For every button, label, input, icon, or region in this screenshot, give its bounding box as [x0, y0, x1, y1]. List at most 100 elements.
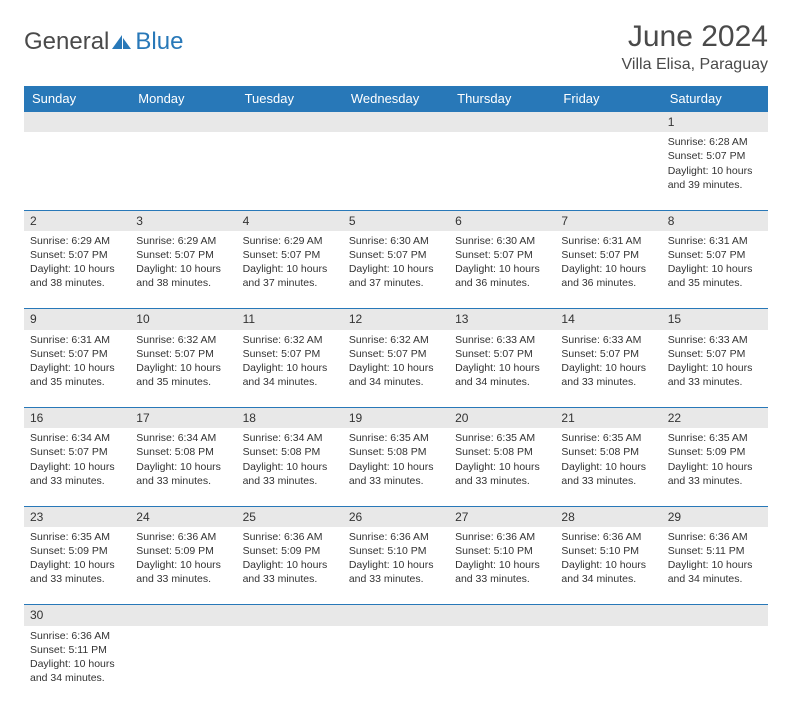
header: General Blue June 2024 Villa Elisa, Para…: [24, 20, 768, 74]
day-cell: Sunrise: 6:35 AMSunset: 5:09 PMDaylight:…: [24, 527, 130, 605]
day-content: Sunrise: 6:29 AMSunset: 5:07 PMDaylight:…: [130, 231, 236, 296]
day-number-cell: 5: [343, 210, 449, 231]
day-number-row: 1: [24, 112, 768, 133]
day-content: Sunrise: 6:36 AMSunset: 5:10 PMDaylight:…: [343, 527, 449, 592]
sunrise-line: Sunrise: 6:32 AM: [136, 333, 230, 347]
day-content: Sunrise: 6:35 AMSunset: 5:09 PMDaylight:…: [662, 428, 768, 493]
sunset-line: Sunset: 5:08 PM: [455, 445, 549, 459]
daylight-line: Daylight: 10 hours and 37 minutes.: [349, 262, 443, 290]
daylight-line: Daylight: 10 hours and 37 minutes.: [243, 262, 337, 290]
sunset-line: Sunset: 5:09 PM: [30, 544, 124, 558]
day-number-cell: 22: [662, 408, 768, 429]
sunrise-line: Sunrise: 6:35 AM: [668, 431, 762, 445]
day-cell: Sunrise: 6:33 AMSunset: 5:07 PMDaylight:…: [662, 330, 768, 408]
day-number-cell: [449, 605, 555, 626]
day-cell: Sunrise: 6:36 AMSunset: 5:11 PMDaylight:…: [662, 527, 768, 605]
day-number-cell: 12: [343, 309, 449, 330]
day-content: Sunrise: 6:31 AMSunset: 5:07 PMDaylight:…: [662, 231, 768, 296]
day-cell: [449, 132, 555, 210]
day-content-row: Sunrise: 6:29 AMSunset: 5:07 PMDaylight:…: [24, 231, 768, 309]
day-content: Sunrise: 6:36 AMSunset: 5:10 PMDaylight:…: [449, 527, 555, 592]
sunrise-line: Sunrise: 6:36 AM: [243, 530, 337, 544]
day-content: Sunrise: 6:35 AMSunset: 5:09 PMDaylight:…: [24, 527, 130, 592]
day-number-cell: 23: [24, 506, 130, 527]
daylight-line: Daylight: 10 hours and 33 minutes.: [243, 460, 337, 488]
day-cell: Sunrise: 6:32 AMSunset: 5:07 PMDaylight:…: [343, 330, 449, 408]
day-content: Sunrise: 6:28 AMSunset: 5:07 PMDaylight:…: [662, 132, 768, 197]
day-content: Sunrise: 6:34 AMSunset: 5:07 PMDaylight:…: [24, 428, 130, 493]
sunrise-line: Sunrise: 6:29 AM: [243, 234, 337, 248]
day-number-cell: [24, 112, 130, 133]
sunrise-line: Sunrise: 6:35 AM: [349, 431, 443, 445]
day-cell: Sunrise: 6:31 AMSunset: 5:07 PMDaylight:…: [662, 231, 768, 309]
day-content: Sunrise: 6:36 AMSunset: 5:11 PMDaylight:…: [662, 527, 768, 592]
daylight-line: Daylight: 10 hours and 33 minutes.: [561, 460, 655, 488]
sunset-line: Sunset: 5:10 PM: [561, 544, 655, 558]
weekday-header-row: SundayMondayTuesdayWednesdayThursdayFrid…: [24, 86, 768, 112]
day-cell: Sunrise: 6:29 AMSunset: 5:07 PMDaylight:…: [130, 231, 236, 309]
daylight-line: Daylight: 10 hours and 38 minutes.: [136, 262, 230, 290]
day-cell: Sunrise: 6:32 AMSunset: 5:07 PMDaylight:…: [130, 330, 236, 408]
month-title: June 2024: [622, 20, 768, 54]
sunset-line: Sunset: 5:07 PM: [561, 347, 655, 361]
day-cell: Sunrise: 6:32 AMSunset: 5:07 PMDaylight:…: [237, 330, 343, 408]
day-content-row: Sunrise: 6:34 AMSunset: 5:07 PMDaylight:…: [24, 428, 768, 506]
day-cell: [130, 132, 236, 210]
day-number-cell: 29: [662, 506, 768, 527]
weekday-header: Monday: [130, 86, 236, 112]
day-cell: Sunrise: 6:36 AMSunset: 5:10 PMDaylight:…: [449, 527, 555, 605]
day-cell: Sunrise: 6:34 AMSunset: 5:08 PMDaylight:…: [237, 428, 343, 506]
day-cell: Sunrise: 6:36 AMSunset: 5:10 PMDaylight:…: [343, 527, 449, 605]
sunrise-line: Sunrise: 6:36 AM: [561, 530, 655, 544]
day-content-row: Sunrise: 6:36 AMSunset: 5:11 PMDaylight:…: [24, 626, 768, 704]
day-content: Sunrise: 6:29 AMSunset: 5:07 PMDaylight:…: [237, 231, 343, 296]
sunrise-line: Sunrise: 6:28 AM: [668, 135, 762, 149]
day-number-cell: 21: [555, 408, 661, 429]
daylight-line: Daylight: 10 hours and 34 minutes.: [349, 361, 443, 389]
weekday-header: Saturday: [662, 86, 768, 112]
sunrise-line: Sunrise: 6:29 AM: [136, 234, 230, 248]
sunrise-line: Sunrise: 6:34 AM: [30, 431, 124, 445]
day-content: Sunrise: 6:34 AMSunset: 5:08 PMDaylight:…: [237, 428, 343, 493]
day-cell: [449, 626, 555, 704]
sunrise-line: Sunrise: 6:30 AM: [349, 234, 443, 248]
sunrise-line: Sunrise: 6:32 AM: [243, 333, 337, 347]
day-cell: Sunrise: 6:29 AMSunset: 5:07 PMDaylight:…: [24, 231, 130, 309]
day-content: Sunrise: 6:35 AMSunset: 5:08 PMDaylight:…: [449, 428, 555, 493]
day-number-cell: 17: [130, 408, 236, 429]
day-number-cell: 28: [555, 506, 661, 527]
sunrise-line: Sunrise: 6:34 AM: [136, 431, 230, 445]
day-content: Sunrise: 6:33 AMSunset: 5:07 PMDaylight:…: [555, 330, 661, 395]
sunset-line: Sunset: 5:11 PM: [30, 643, 124, 657]
day-number-cell: 24: [130, 506, 236, 527]
day-number-cell: 30: [24, 605, 130, 626]
day-content: Sunrise: 6:32 AMSunset: 5:07 PMDaylight:…: [237, 330, 343, 395]
weekday-header: Thursday: [449, 86, 555, 112]
day-number-row: 9101112131415: [24, 309, 768, 330]
sunrise-line: Sunrise: 6:36 AM: [668, 530, 762, 544]
day-content: Sunrise: 6:36 AMSunset: 5:10 PMDaylight:…: [555, 527, 661, 592]
day-number-cell: 10: [130, 309, 236, 330]
day-number-cell: [130, 605, 236, 626]
day-cell: Sunrise: 6:35 AMSunset: 5:08 PMDaylight:…: [449, 428, 555, 506]
day-number-cell: 20: [449, 408, 555, 429]
day-cell: Sunrise: 6:36 AMSunset: 5:09 PMDaylight:…: [237, 527, 343, 605]
day-cell: Sunrise: 6:33 AMSunset: 5:07 PMDaylight:…: [449, 330, 555, 408]
day-number-row: 2345678: [24, 210, 768, 231]
sunrise-line: Sunrise: 6:33 AM: [455, 333, 549, 347]
day-number-cell: [237, 112, 343, 133]
sunrise-line: Sunrise: 6:35 AM: [455, 431, 549, 445]
day-cell: Sunrise: 6:30 AMSunset: 5:07 PMDaylight:…: [449, 231, 555, 309]
day-cell: [24, 132, 130, 210]
day-number-cell: 18: [237, 408, 343, 429]
daylight-line: Daylight: 10 hours and 33 minutes.: [455, 460, 549, 488]
weekday-header: Friday: [555, 86, 661, 112]
day-cell: Sunrise: 6:31 AMSunset: 5:07 PMDaylight:…: [555, 231, 661, 309]
day-number-cell: [449, 112, 555, 133]
day-number-row: 16171819202122: [24, 408, 768, 429]
daylight-line: Daylight: 10 hours and 33 minutes.: [136, 460, 230, 488]
sunset-line: Sunset: 5:10 PM: [349, 544, 443, 558]
sunset-line: Sunset: 5:09 PM: [243, 544, 337, 558]
daylight-line: Daylight: 10 hours and 39 minutes.: [668, 164, 762, 192]
day-content: Sunrise: 6:36 AMSunset: 5:09 PMDaylight:…: [130, 527, 236, 592]
